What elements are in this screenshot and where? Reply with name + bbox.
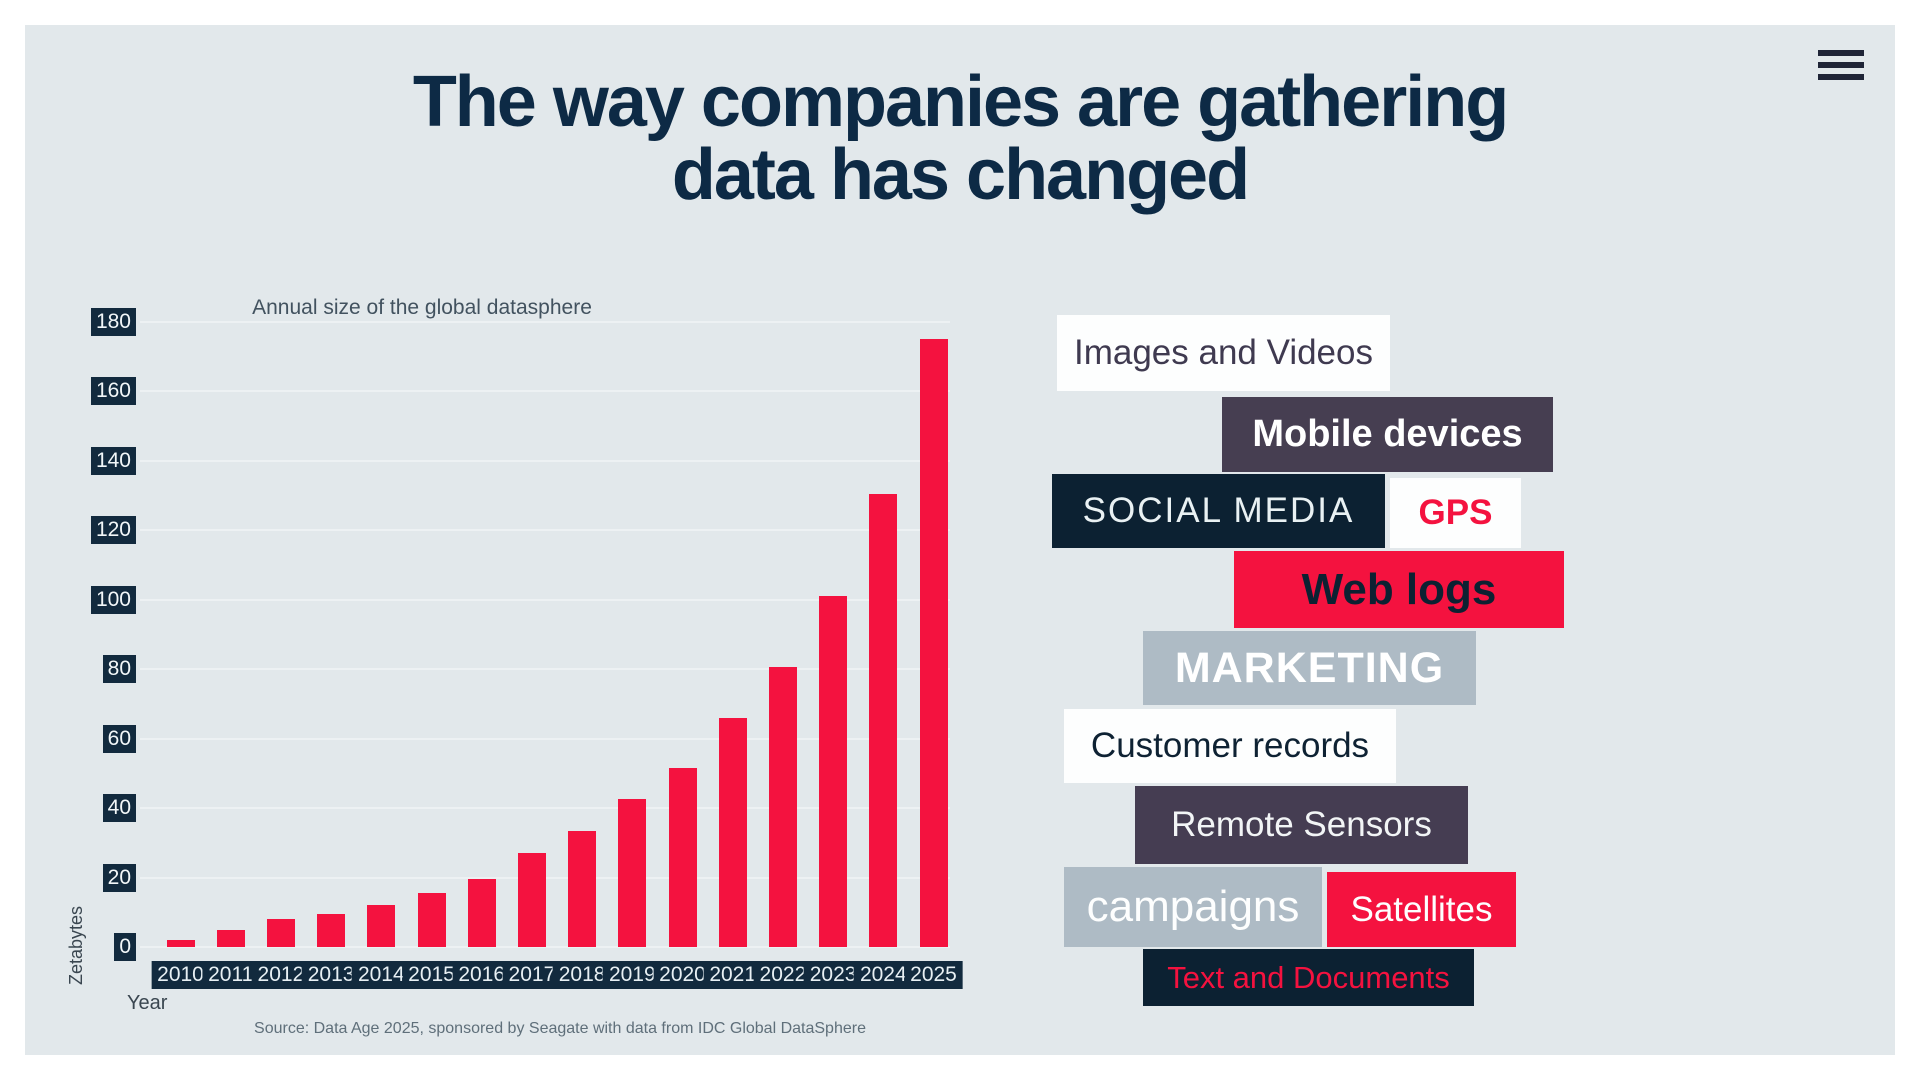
x-tick-2010: 2010 xyxy=(151,961,210,989)
x-tick-2024: 2024 xyxy=(853,961,913,989)
y-tick-100: 100 xyxy=(90,585,136,614)
x-tick-2023: 2023 xyxy=(803,961,863,989)
bar-2014 xyxy=(367,905,396,947)
x-tick-2025: 2025 xyxy=(904,961,963,989)
gridline-140 xyxy=(140,459,950,462)
x-tick-2019: 2019 xyxy=(602,961,662,989)
slide-background xyxy=(25,25,1895,1055)
bar-2019 xyxy=(618,799,647,947)
tag-satellites: Satellites xyxy=(1327,872,1516,947)
tag-remote-sensors: Remote Sensors xyxy=(1135,786,1468,864)
tag-social-media: SOCIAL MEDIA xyxy=(1052,474,1385,548)
y-tick-0: 0 xyxy=(114,933,136,961)
y-tick-80: 80 xyxy=(102,655,136,684)
hamburger-icon xyxy=(1818,50,1864,56)
tag-text-and-documents: Text and Documents xyxy=(1143,949,1474,1006)
x-tick-2012: 2012 xyxy=(251,961,311,989)
gridline-160 xyxy=(140,390,950,393)
x-tick-2020: 2020 xyxy=(653,961,712,989)
menu-button[interactable] xyxy=(1818,50,1866,86)
x-tick-2017: 2017 xyxy=(502,961,562,989)
bar-2018 xyxy=(568,830,597,947)
tag-marketing: MARKETING xyxy=(1143,631,1476,705)
hamburger-icon xyxy=(1818,62,1864,68)
y-tick-60: 60 xyxy=(102,724,136,753)
bar-2025 xyxy=(919,339,948,947)
bar-2024 xyxy=(869,493,898,947)
source-note: Source: Data Age 2025, sponsored by Seag… xyxy=(254,1020,866,1037)
bar-2013 xyxy=(317,914,346,947)
x-tick-2021: 2021 xyxy=(703,961,763,989)
page-title: The way companies are gathering data has… xyxy=(0,62,1920,216)
x-tick-2013: 2013 xyxy=(301,961,361,989)
y-tick-140: 140 xyxy=(90,446,136,475)
y-tick-120: 120 xyxy=(90,516,136,545)
gridline-120 xyxy=(140,529,950,532)
y-tick-180: 180 xyxy=(90,308,136,336)
bar-2021 xyxy=(718,717,747,947)
tag-gps: GPS xyxy=(1390,478,1521,548)
hamburger-icon xyxy=(1818,74,1864,80)
bar-2023 xyxy=(819,596,848,947)
gridline-80 xyxy=(140,668,950,671)
bar-2020 xyxy=(668,768,697,947)
x-tick-2015: 2015 xyxy=(402,961,461,989)
bar-2017 xyxy=(517,853,546,947)
gridline-100 xyxy=(140,598,950,601)
page-title-line-1: The way companies are gathering xyxy=(412,62,1509,142)
x-tick-2016: 2016 xyxy=(452,961,512,989)
bar-2015 xyxy=(417,893,446,947)
tag-web-logs: Web logs xyxy=(1234,551,1564,628)
tag-customer-records: Customer records xyxy=(1064,709,1396,783)
y-tick-40: 40 xyxy=(102,794,136,823)
gridline-0 xyxy=(140,946,950,948)
bar-2022 xyxy=(768,667,797,947)
x-tick-2022: 2022 xyxy=(753,961,813,989)
x-tick-2018: 2018 xyxy=(552,961,612,989)
x-tick-2011: 2011 xyxy=(202,961,260,989)
x-tick-2014: 2014 xyxy=(351,961,411,989)
bar-2011 xyxy=(216,929,245,947)
bar-2016 xyxy=(467,879,496,947)
tag-campaigns: campaigns xyxy=(1064,867,1322,947)
bar-2012 xyxy=(266,919,295,947)
y-tick-160: 160 xyxy=(90,377,136,406)
bar-2010 xyxy=(166,940,195,947)
x-axis-label: Year xyxy=(127,992,168,1014)
chart-title: Annual size of the global datasphere xyxy=(252,296,592,319)
gridline-180 xyxy=(140,321,950,323)
y-axis-label: Zetabytes xyxy=(66,905,86,985)
tag-images-and-videos: Images and Videos xyxy=(1057,315,1390,391)
tag-mobile-devices: Mobile devices xyxy=(1222,397,1553,472)
y-tick-20: 20 xyxy=(102,863,136,892)
gridline-40 xyxy=(140,807,950,810)
page-title-line-2: data has changed xyxy=(671,135,1250,216)
gridline-60 xyxy=(140,737,950,740)
